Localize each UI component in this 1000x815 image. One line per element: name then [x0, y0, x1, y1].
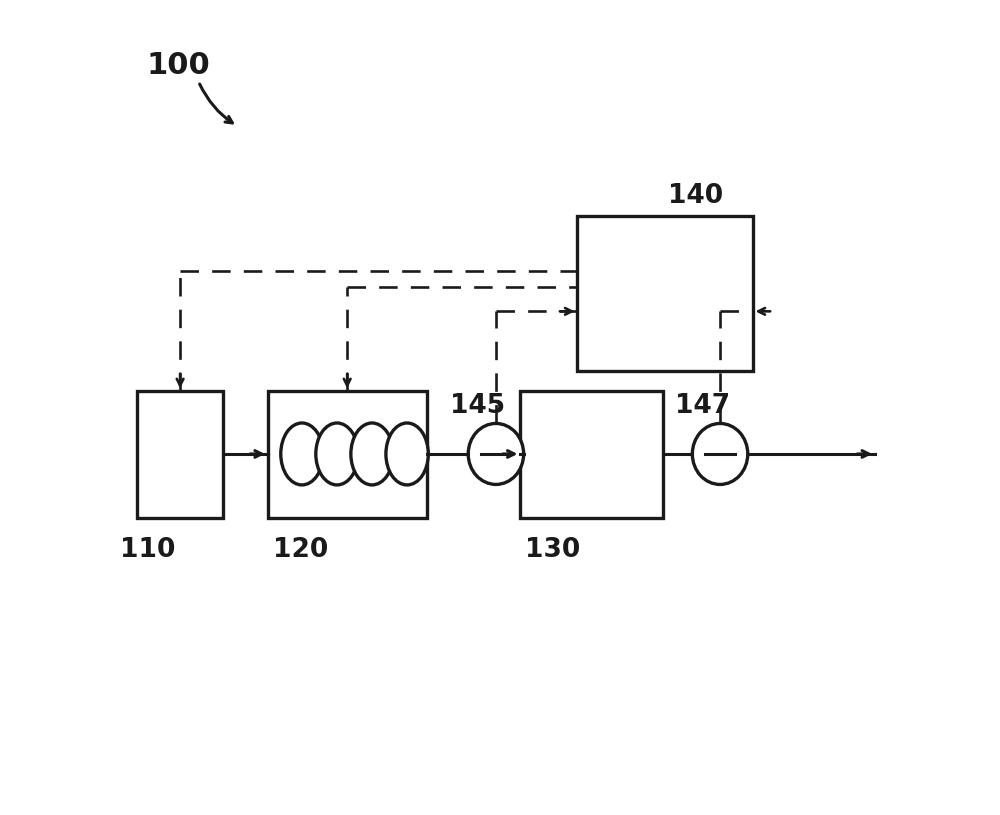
- Ellipse shape: [316, 423, 358, 485]
- Text: 120: 120: [273, 537, 328, 563]
- Text: 130: 130: [525, 537, 581, 563]
- Text: 147: 147: [675, 393, 730, 419]
- Bar: [577, 216, 753, 371]
- Text: 100: 100: [146, 51, 210, 80]
- Ellipse shape: [468, 424, 524, 484]
- Ellipse shape: [281, 423, 323, 485]
- Ellipse shape: [692, 424, 748, 484]
- Bar: [520, 391, 663, 518]
- Text: 140: 140: [668, 183, 723, 209]
- Ellipse shape: [351, 423, 393, 485]
- Bar: [268, 391, 427, 518]
- Text: 145: 145: [450, 393, 506, 419]
- Bar: [137, 391, 223, 518]
- Ellipse shape: [386, 423, 428, 485]
- Text: 110: 110: [120, 537, 176, 563]
